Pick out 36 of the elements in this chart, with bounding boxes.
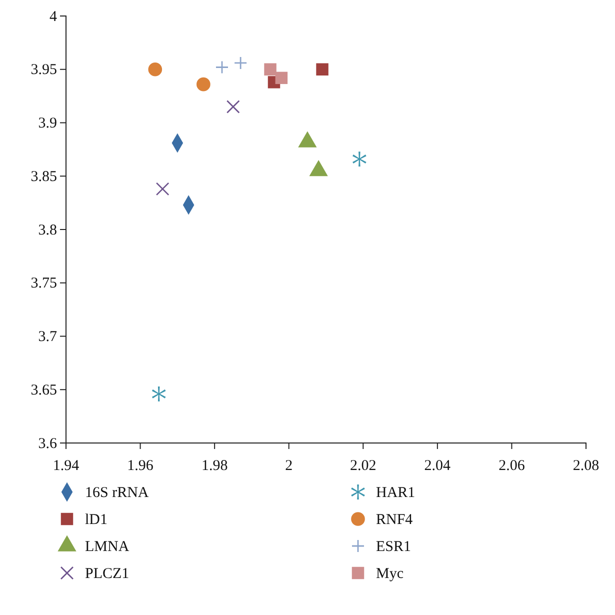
- point: [275, 72, 288, 84]
- y-tick-label: 3.6: [38, 436, 58, 452]
- point: [226, 100, 240, 114]
- x-tick-label: 2.02: [350, 458, 376, 474]
- y-tick-label: 3.65: [30, 382, 57, 398]
- legend-label: LMNA: [85, 539, 130, 555]
- legend-label: PLCZ1: [85, 566, 130, 582]
- x-tick-label: 2.08: [572, 458, 600, 474]
- y-tick-label: 3.75: [30, 276, 57, 292]
- x-tick-label: 1.94: [52, 458, 80, 474]
- point: [234, 56, 248, 70]
- point: [148, 62, 162, 76]
- x-tick-label: 2: [285, 458, 293, 474]
- y-tick-label: 3.9: [38, 116, 57, 132]
- point: [196, 77, 210, 92]
- x-tick-label: 2.06: [498, 458, 526, 474]
- legend-label: RNF4: [376, 512, 414, 528]
- y-tick-label: 3.7: [38, 329, 58, 346]
- y-tick-label: 3.85: [30, 168, 57, 185]
- legend-label: ESR1: [376, 539, 412, 555]
- point: [352, 152, 366, 166]
- legend-label: lD1: [85, 512, 108, 528]
- y-tick-label: 3.8: [38, 222, 57, 238]
- legend-label: 16S rRNA: [85, 485, 149, 501]
- x-tick-label: 1.96: [127, 458, 154, 474]
- point: [215, 60, 229, 74]
- x-tick-label: 2.04: [424, 458, 452, 474]
- y-tick-label: 4: [50, 8, 58, 25]
- y-tick-label: 3.95: [30, 62, 57, 78]
- legend-label: HAR1: [376, 485, 416, 501]
- point: [156, 182, 170, 196]
- x-tick-label: 1.98: [201, 458, 228, 474]
- point: [264, 63, 276, 76]
- legend-label: Myc: [376, 566, 404, 582]
- point: [316, 63, 328, 76]
- point: [152, 386, 166, 402]
